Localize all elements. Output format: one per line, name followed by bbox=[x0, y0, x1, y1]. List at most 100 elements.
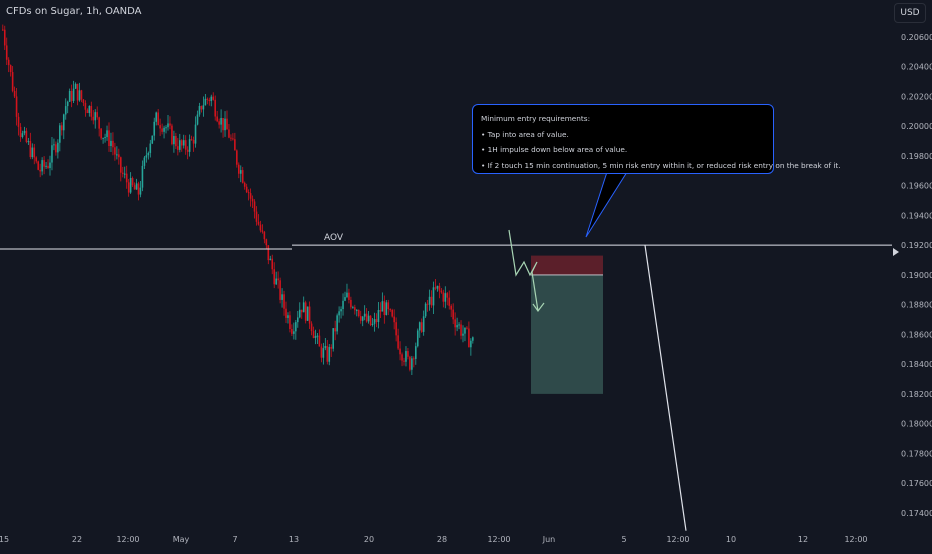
candle-body bbox=[177, 146, 179, 150]
candle-body bbox=[255, 211, 258, 222]
candle-body bbox=[127, 182, 130, 193]
candle-body bbox=[257, 221, 260, 225]
candle-body bbox=[273, 269, 275, 285]
candle-body bbox=[43, 160, 45, 167]
candle-body bbox=[49, 162, 51, 169]
time-axis-label: 20 bbox=[364, 535, 374, 544]
candle-body bbox=[125, 173, 128, 183]
candle-body bbox=[373, 319, 376, 324]
candle-body bbox=[291, 329, 293, 334]
candle-body bbox=[401, 354, 403, 361]
candle-body bbox=[180, 140, 183, 146]
candle-body bbox=[354, 307, 356, 311]
candle-body bbox=[420, 322, 423, 332]
candle-body bbox=[416, 330, 419, 347]
candle-body bbox=[418, 322, 421, 331]
candle-body bbox=[33, 147, 36, 158]
time-axis-label: 5 bbox=[621, 535, 626, 544]
candle-body bbox=[139, 187, 142, 195]
candle-body bbox=[74, 83, 77, 89]
candle-body bbox=[340, 309, 342, 312]
candle-body bbox=[118, 154, 120, 158]
time-axis-label: 22 bbox=[72, 535, 82, 544]
candle-body bbox=[289, 315, 291, 330]
candle-body bbox=[61, 125, 63, 131]
projection-path[interactable] bbox=[508, 229, 539, 312]
price-marker-arrow[interactable] bbox=[893, 248, 899, 256]
take-profit-zone[interactable] bbox=[531, 274, 603, 394]
candle-body bbox=[295, 322, 297, 332]
candle-body bbox=[383, 301, 386, 315]
candle-body bbox=[308, 306, 311, 324]
candle-body bbox=[224, 118, 226, 131]
candle-body bbox=[411, 358, 413, 370]
currency-button[interactable]: USD bbox=[894, 3, 926, 23]
stop-loss-zone[interactable] bbox=[531, 255, 603, 275]
price-axis-label: 0.20000 bbox=[901, 122, 932, 131]
candle-body bbox=[269, 258, 272, 261]
candle-body bbox=[186, 149, 189, 152]
candle-body bbox=[110, 140, 112, 146]
candle-body bbox=[241, 170, 244, 183]
candle-body bbox=[371, 323, 374, 325]
projection-arrow bbox=[532, 302, 545, 313]
candle-body bbox=[208, 99, 211, 102]
candle-body bbox=[151, 135, 154, 144]
candle-body bbox=[432, 287, 435, 306]
candle-body bbox=[86, 109, 89, 114]
candle-body bbox=[316, 335, 319, 337]
candle-body bbox=[102, 137, 104, 139]
price-axis-label: 0.20400 bbox=[901, 63, 932, 72]
candle-body bbox=[336, 315, 338, 332]
candle-body bbox=[137, 183, 140, 195]
candle-body bbox=[159, 125, 161, 129]
candle-body bbox=[41, 160, 43, 172]
candle-body bbox=[285, 308, 287, 318]
price-axis-label: 0.20600 bbox=[901, 33, 932, 42]
candle-body bbox=[90, 105, 93, 117]
candle-body bbox=[324, 345, 327, 349]
candle-body bbox=[399, 348, 401, 355]
target-projection-line[interactable] bbox=[644, 245, 687, 531]
candle-body bbox=[440, 290, 443, 293]
candle-body bbox=[135, 183, 138, 190]
candle-body bbox=[409, 356, 411, 370]
candle-body bbox=[430, 296, 433, 306]
candle-body bbox=[84, 102, 87, 110]
candle-body bbox=[387, 302, 390, 310]
candle-body bbox=[312, 331, 315, 338]
candle-body bbox=[76, 83, 79, 101]
price-axis-label: 0.20200 bbox=[901, 92, 932, 101]
candle-body bbox=[249, 193, 252, 199]
candle-body bbox=[104, 137, 106, 139]
candle-body bbox=[106, 130, 108, 138]
candle-body bbox=[328, 347, 331, 362]
callout-note[interactable]: Minimum entry requirements: • Tap into a… bbox=[472, 104, 841, 174]
candle-body bbox=[450, 305, 452, 310]
candle-body bbox=[17, 116, 20, 127]
candle-body bbox=[297, 317, 299, 323]
candle-body bbox=[153, 121, 156, 136]
time-axis-label: 15 bbox=[0, 535, 9, 544]
candle-body bbox=[464, 327, 466, 334]
candle-body bbox=[232, 138, 234, 140]
candle-body bbox=[318, 335, 321, 347]
price-axis-label: 0.19200 bbox=[901, 241, 932, 250]
candle-body bbox=[346, 292, 348, 298]
candle-body bbox=[428, 296, 431, 305]
candle-body bbox=[216, 116, 218, 122]
candle-body bbox=[15, 96, 18, 117]
candle-body bbox=[334, 328, 336, 332]
candle-body bbox=[375, 319, 378, 322]
candle-body bbox=[314, 336, 317, 338]
candle-body bbox=[35, 157, 38, 162]
candle-body bbox=[214, 99, 216, 117]
candle-body bbox=[133, 185, 136, 190]
price-axis-label: 0.17600 bbox=[901, 479, 932, 488]
candle-body bbox=[438, 285, 441, 291]
candle-body bbox=[190, 139, 193, 141]
candle-body bbox=[96, 112, 98, 118]
candle-body bbox=[381, 301, 384, 312]
